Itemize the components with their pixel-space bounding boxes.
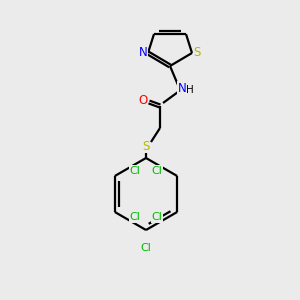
Text: N: N — [139, 46, 147, 59]
Text: Cl: Cl — [129, 166, 140, 176]
Text: S: S — [193, 46, 201, 59]
Text: Cl: Cl — [152, 166, 163, 176]
Text: O: O — [138, 94, 148, 107]
Text: H: H — [186, 85, 194, 95]
Text: Cl: Cl — [152, 212, 163, 222]
Text: S: S — [142, 140, 150, 152]
Text: N: N — [178, 82, 186, 94]
Text: Cl: Cl — [129, 212, 140, 222]
Text: Cl: Cl — [141, 243, 152, 253]
